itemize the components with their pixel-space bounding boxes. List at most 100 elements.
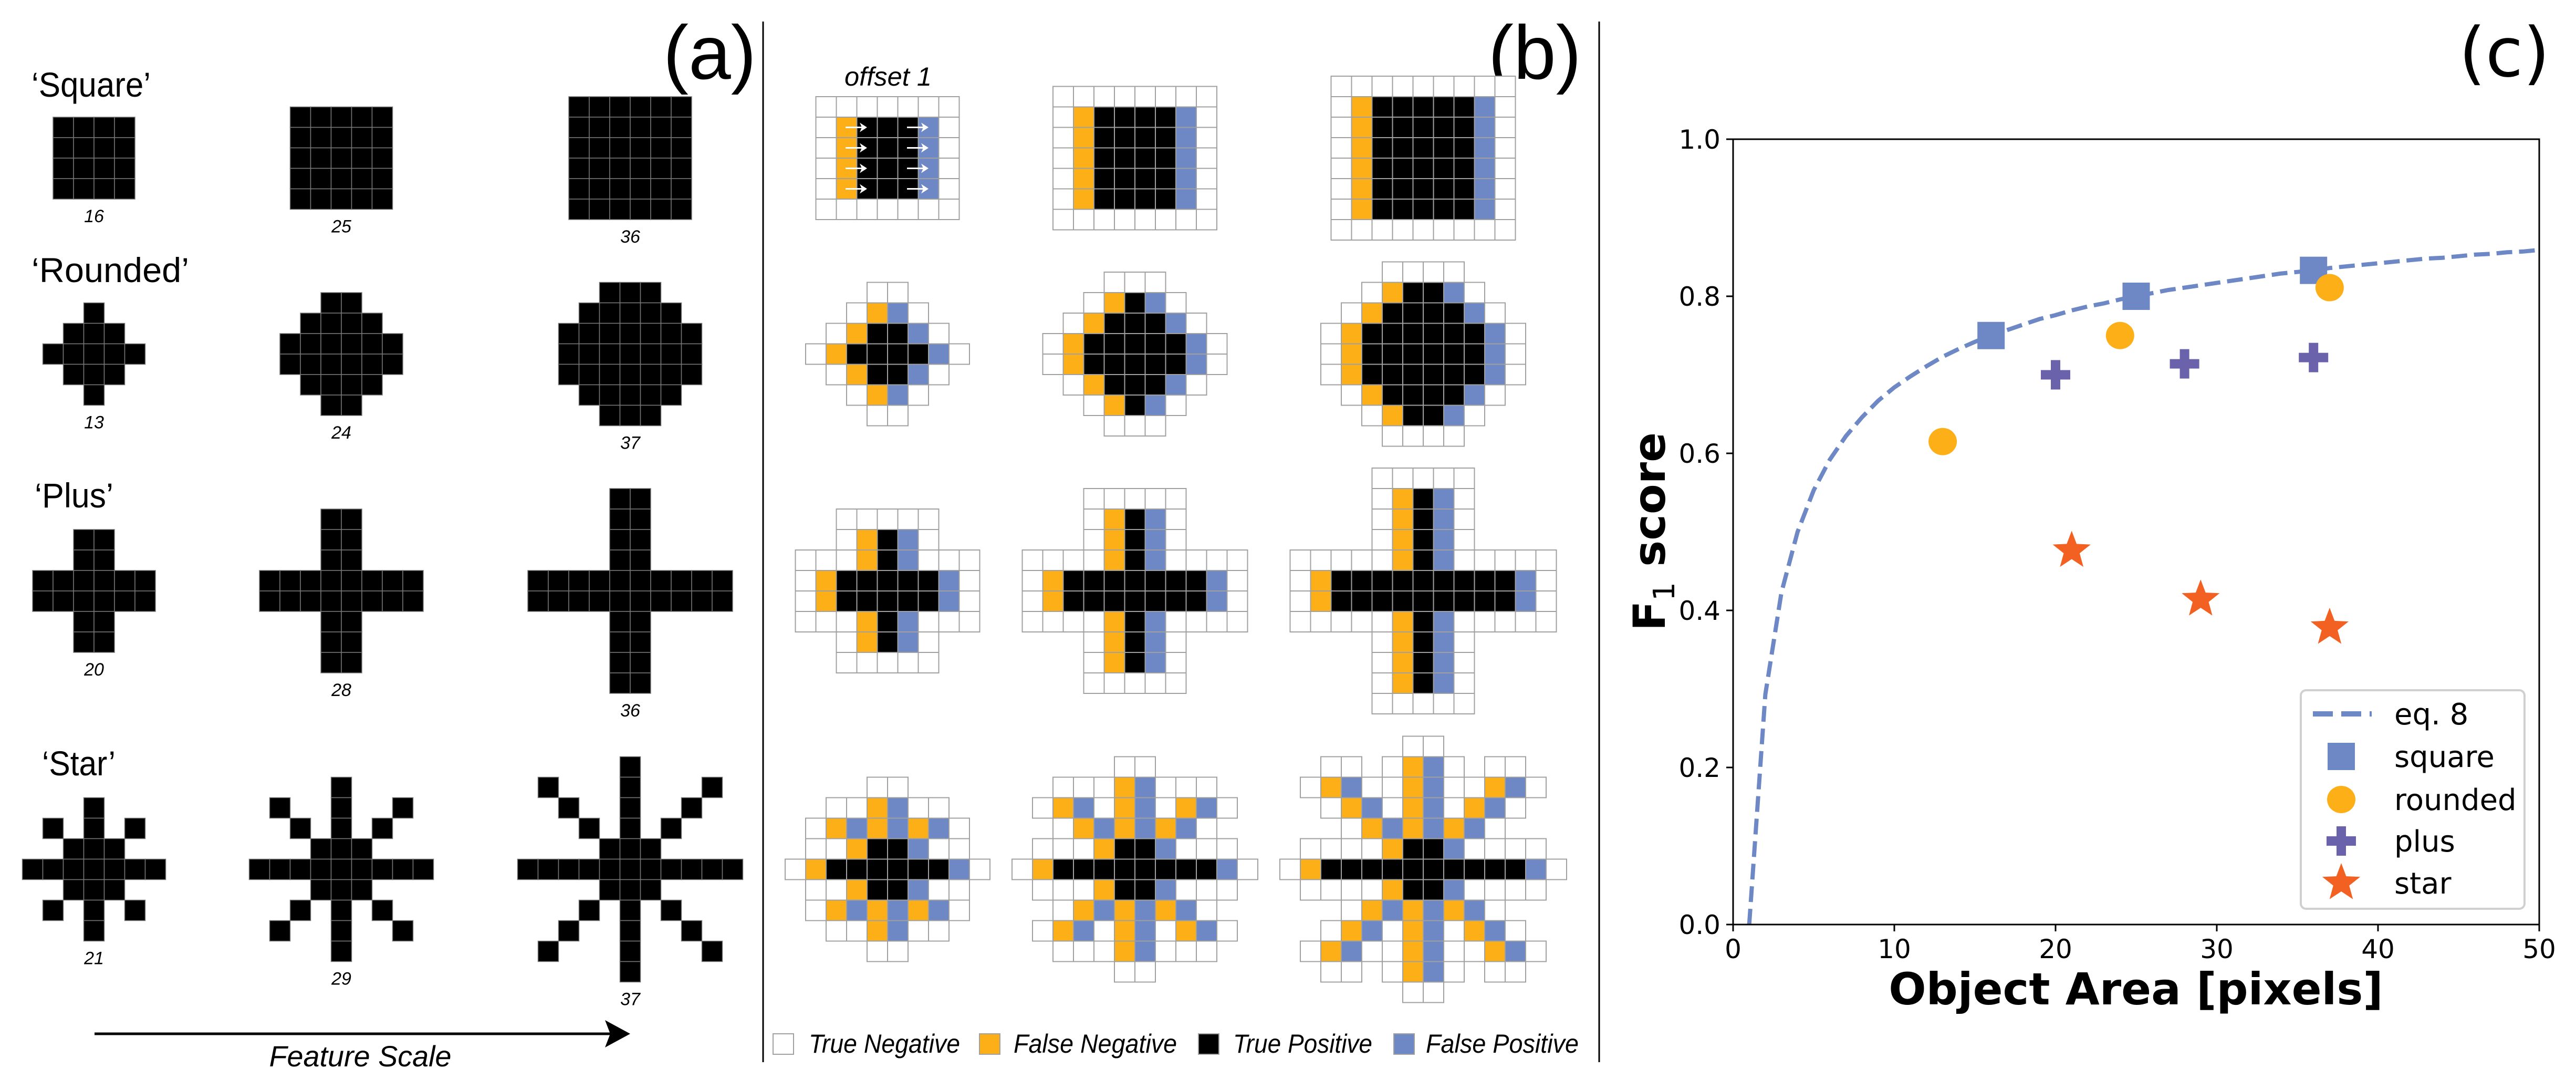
- pixel-cell: [599, 302, 621, 324]
- true-positive-cell: [867, 364, 888, 386]
- true-negative-cell: [1484, 879, 1506, 901]
- true-negative-cell: [1494, 137, 1516, 159]
- pixel-cell: [558, 920, 580, 942]
- pixel-cell: [134, 570, 156, 591]
- true-negative-cell: [1474, 549, 1496, 571]
- true-negative-cell: [1032, 879, 1054, 901]
- true-negative-cell: [1392, 468, 1414, 489]
- true-negative-cell: [846, 302, 868, 324]
- pixel-cell: [630, 158, 651, 179]
- area-label: 24: [331, 423, 351, 443]
- false-positive-cell: [887, 797, 909, 819]
- true-negative-cell: [1289, 570, 1311, 591]
- true-negative-cell: [1341, 838, 1362, 860]
- false-negative-cell: [1341, 343, 1362, 365]
- true-positive-cell: [1433, 570, 1455, 591]
- pixel-cell: [114, 590, 135, 612]
- true-negative-cell: [1196, 86, 1217, 108]
- false-negative-cell: [1392, 652, 1414, 673]
- pixel-cell: [578, 817, 600, 839]
- pixel-cell: [537, 776, 559, 798]
- true-negative-cell: [867, 940, 888, 962]
- false-positive-cell: [1484, 343, 1506, 365]
- true-negative-cell: [795, 590, 817, 612]
- true-positive-cell: [1505, 858, 1526, 880]
- true-positive-cell: [1361, 858, 1383, 880]
- true-negative-cell: [1021, 549, 1044, 571]
- true-negative-cell: [805, 343, 827, 365]
- true-positive-cell: [1144, 570, 1166, 591]
- true-negative-cell: [1124, 672, 1146, 694]
- false-negative-cell: [1361, 384, 1383, 406]
- x-axis-label: Object Area [pixels]: [1889, 963, 2383, 1015]
- pixel-cell: [609, 631, 631, 653]
- pixel-cell: [681, 343, 703, 365]
- pixel-cell: [568, 570, 590, 591]
- true-negative-cell: [1525, 776, 1547, 798]
- area-label: 36: [620, 701, 640, 721]
- true-negative-cell: [1535, 570, 1557, 591]
- false-negative-cell: [1402, 920, 1424, 942]
- star-point: [2182, 579, 2220, 616]
- false-negative-cell: [1175, 920, 1197, 942]
- false-negative-cell: [1402, 817, 1424, 839]
- true-positive-cell: [887, 364, 909, 386]
- true-positive-cell: [1155, 127, 1176, 149]
- pixel-cell: [609, 570, 631, 591]
- false-negative-cell: [1351, 117, 1373, 138]
- pixel-cell: [558, 858, 580, 880]
- pixel-cell: [640, 282, 662, 304]
- pixel-cell: [114, 117, 135, 138]
- pixel-cell: [289, 127, 311, 149]
- true-positive-cell: [1155, 188, 1176, 210]
- pixel-cell: [62, 364, 85, 386]
- true-negative-cell: [846, 920, 868, 942]
- true-negative-cell: [1206, 549, 1228, 571]
- false-negative-cell: [856, 549, 878, 571]
- pixel-cell: [300, 374, 321, 396]
- pixel-cell: [640, 364, 662, 386]
- true-negative-cell: [1032, 797, 1054, 819]
- pixel-cell: [53, 158, 74, 179]
- true-negative-cell: [1320, 797, 1342, 819]
- true-negative-cell: [1361, 838, 1383, 860]
- pixel-cell: [103, 879, 126, 901]
- pixel-cell: [351, 879, 373, 901]
- pixel-cell: [103, 838, 126, 860]
- true-negative-cell: [1175, 86, 1197, 108]
- pixel-cell: [361, 374, 383, 396]
- false-negative-cell: [867, 920, 888, 942]
- true-negative-cell: [958, 549, 981, 571]
- true-negative-cell: [1320, 323, 1342, 345]
- x-tick-label: 50: [2522, 934, 2556, 964]
- true-negative-cell: [1062, 549, 1084, 571]
- true-negative-cell: [1052, 209, 1074, 231]
- pixel-cell: [320, 354, 342, 375]
- pixel-cell: [371, 168, 393, 190]
- pixel-cell: [671, 178, 692, 200]
- pixel-cell: [681, 323, 703, 345]
- arrow-head-icon: [921, 163, 929, 173]
- pixel-cell: [361, 313, 383, 334]
- square-point: [1977, 321, 2005, 349]
- false-positive-cell: [1341, 776, 1362, 798]
- pixel-cell: [527, 570, 549, 591]
- pixel-cell: [279, 354, 301, 375]
- pixel-cell: [371, 817, 393, 839]
- true-positive-cell: [1423, 838, 1444, 860]
- true-positive-cell: [877, 590, 899, 612]
- pixel-cell: [619, 838, 641, 860]
- false-positive-cell: [1464, 817, 1485, 839]
- pixel-cell: [609, 96, 631, 118]
- pixel-cell: [289, 168, 311, 190]
- true-negative-cell: [846, 384, 868, 406]
- true-negative-cell: [1052, 776, 1074, 798]
- true-negative-cell: [1073, 776, 1094, 798]
- true-positive-cell: [1392, 199, 1414, 220]
- pixel-cell: [589, 590, 610, 612]
- true-negative-cell: [1196, 188, 1217, 210]
- true-negative-cell: [1196, 899, 1217, 921]
- true-negative-cell: [928, 920, 950, 942]
- true-negative-cell: [1423, 261, 1444, 283]
- true-negative-cell: [1464, 776, 1485, 798]
